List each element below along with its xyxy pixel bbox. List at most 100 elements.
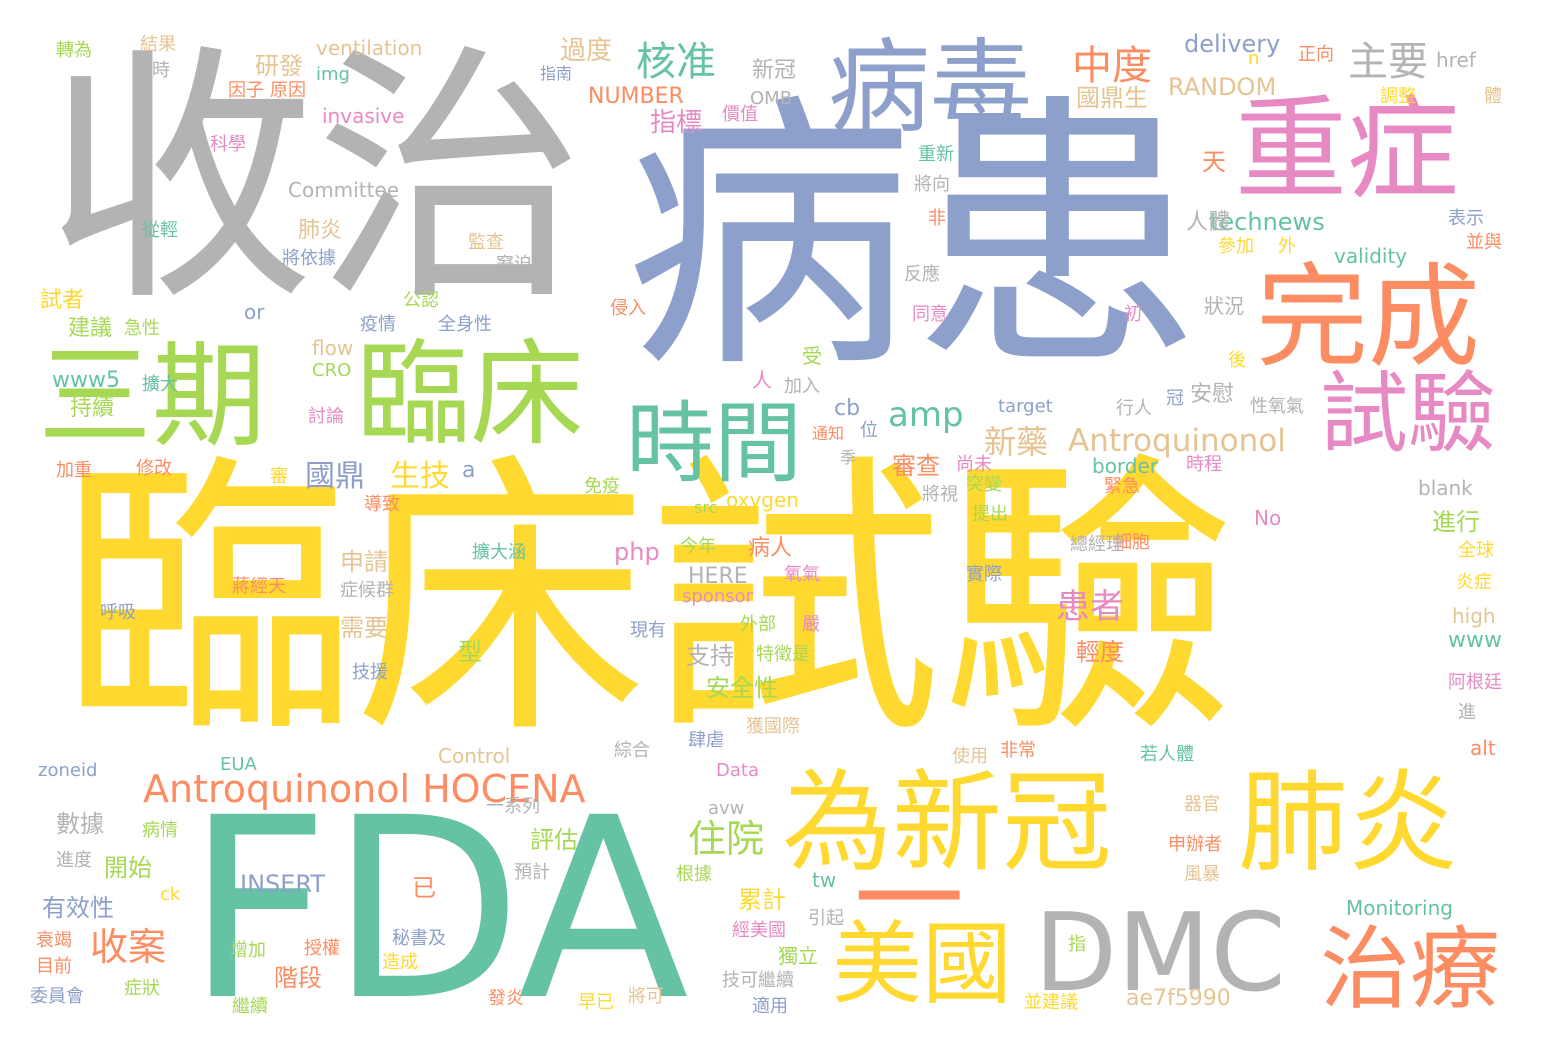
- word: 目前: [36, 956, 72, 977]
- word: 秘書及: [392, 928, 446, 949]
- word: validity: [1334, 244, 1408, 268]
- word: 氧氣: [784, 564, 820, 585]
- word: 原因: [270, 80, 306, 101]
- word: 監查: [468, 232, 504, 253]
- word: 指標: [650, 108, 703, 138]
- word: 安慰: [1190, 382, 1235, 407]
- word: amp: [888, 395, 964, 435]
- word: 提出: [972, 504, 1008, 525]
- word: 試驗: [1320, 362, 1497, 465]
- word: 後: [1228, 350, 1246, 371]
- word: tw: [812, 868, 837, 892]
- word: 支持: [686, 642, 734, 670]
- word: 中度: [1072, 43, 1152, 89]
- word: 型: [458, 638, 482, 666]
- word: 狀況: [1204, 294, 1244, 318]
- word: 加重: [56, 460, 92, 481]
- word: 參加: [1218, 236, 1254, 257]
- word: 為新冠: [782, 759, 1112, 887]
- word: 技可繼續: [722, 970, 794, 991]
- word: 衰竭: [36, 930, 72, 951]
- word: 嚴: [802, 614, 820, 635]
- word: 申請: [340, 548, 388, 576]
- word: 加入: [784, 376, 820, 397]
- word: 國鼎: [305, 459, 365, 494]
- word: 美國: [832, 912, 1012, 1017]
- word: 時程: [1186, 454, 1222, 475]
- word: 性氧氣: [1250, 396, 1304, 417]
- word: 使用: [952, 746, 988, 767]
- word: NUMBER: [588, 84, 684, 109]
- word: 肺炎: [1238, 759, 1458, 887]
- word: 行人: [1116, 398, 1152, 419]
- word: blank: [1418, 476, 1473, 500]
- word: 預計: [514, 862, 550, 883]
- word: 開始: [104, 854, 152, 882]
- word: 輕度: [1076, 638, 1124, 666]
- word: 臨床: [356, 328, 585, 461]
- word: 外: [1278, 236, 1296, 257]
- word: href: [1436, 48, 1476, 72]
- word: 風暴: [1184, 864, 1220, 885]
- word: 擴大: [142, 374, 178, 395]
- word: 評估: [530, 826, 578, 854]
- word: 累計: [738, 886, 786, 914]
- word: 完成: [1256, 253, 1480, 383]
- word: 增加: [230, 940, 266, 961]
- word: flow: [312, 336, 354, 360]
- word: 建議: [68, 316, 113, 341]
- word: php: [614, 538, 660, 566]
- word: 進度: [56, 850, 92, 871]
- word: 並建議: [1024, 992, 1078, 1013]
- word: 有效性: [42, 894, 114, 922]
- word: 從輕: [142, 220, 178, 241]
- word: 將可: [628, 986, 664, 1007]
- word: 人: [752, 368, 772, 392]
- word: 病毒: [828, 29, 1032, 148]
- word: 將向: [914, 174, 950, 195]
- word: a: [462, 458, 476, 483]
- word: 病患: [625, 71, 1201, 406]
- word: 收案: [90, 925, 167, 969]
- word: 將視: [922, 484, 958, 505]
- word: ck: [160, 884, 181, 905]
- word: border: [1092, 454, 1159, 478]
- word: 特徵是: [756, 644, 810, 665]
- word: 研發: [255, 52, 303, 80]
- word: cb: [834, 396, 861, 421]
- word: avw: [708, 798, 745, 819]
- word: 病情: [142, 820, 178, 841]
- word: Antroquinonol: [1068, 423, 1286, 459]
- word: 症候群: [340, 580, 394, 601]
- word: 階段: [274, 964, 322, 992]
- word: n: [1248, 48, 1260, 69]
- word: 患者: [1056, 587, 1124, 627]
- word: INSERT: [240, 870, 326, 898]
- word: 尚未: [956, 454, 992, 475]
- word: 轉為: [56, 40, 92, 61]
- word: HERE: [688, 564, 748, 589]
- word: 審查: [892, 452, 940, 480]
- word: 細胞: [1114, 532, 1150, 553]
- word: 肆虐: [688, 730, 724, 751]
- word: 正向: [1298, 44, 1334, 65]
- word: 肺炎: [298, 218, 343, 243]
- word: 因子: [228, 80, 264, 101]
- word: 住院: [688, 817, 765, 861]
- word: 安全性: [706, 674, 778, 702]
- word: 窘迫: [496, 254, 532, 275]
- word: RANDOM: [1168, 73, 1277, 101]
- word: 申辦者: [1168, 834, 1222, 855]
- word: 主要: [1348, 39, 1428, 85]
- word: invasive: [322, 104, 405, 128]
- word: 結果: [140, 34, 176, 55]
- word: 科學: [210, 134, 246, 155]
- word: 若人體: [1140, 744, 1194, 765]
- word: 授權: [304, 938, 340, 959]
- word: 同意: [912, 304, 948, 325]
- word: 進行: [1432, 508, 1480, 536]
- word: 位: [860, 420, 878, 441]
- word: 炎症: [1456, 572, 1492, 593]
- word: 病人: [748, 536, 793, 561]
